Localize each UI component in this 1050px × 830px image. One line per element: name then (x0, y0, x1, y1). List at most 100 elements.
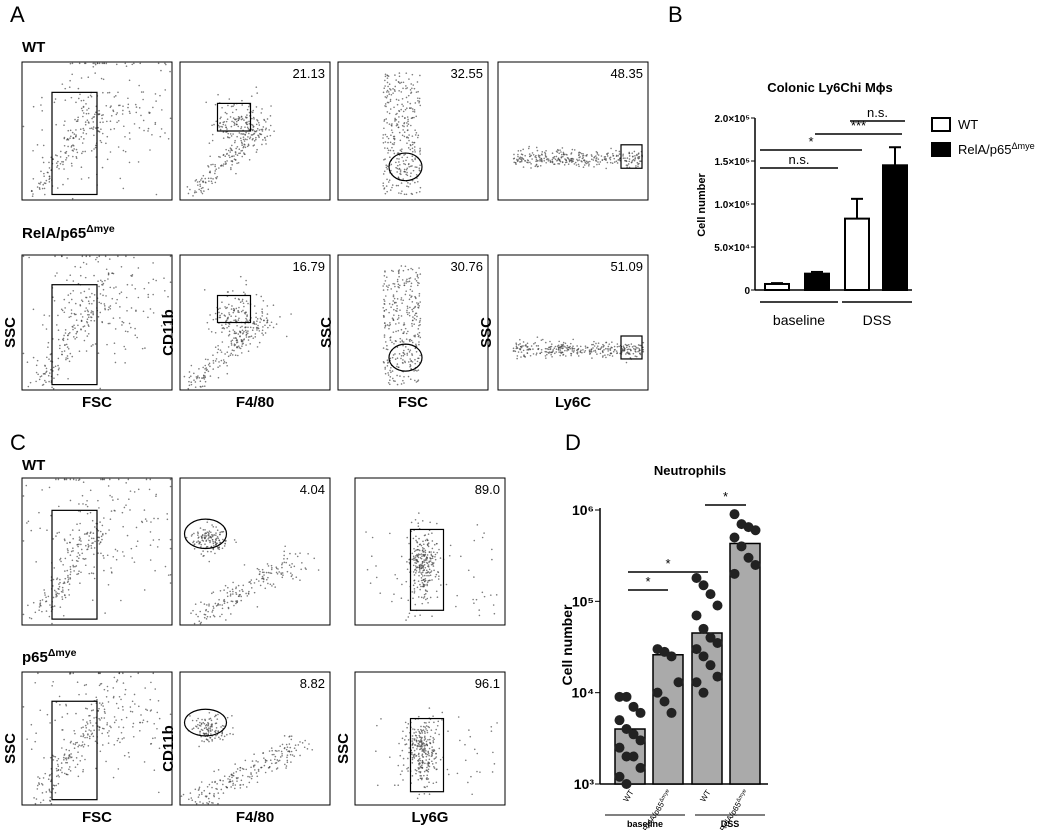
event-dot (294, 747, 296, 749)
data-point (615, 715, 625, 725)
event-dot (63, 759, 65, 761)
group-label: DSS (863, 312, 892, 328)
event-dot (136, 527, 138, 529)
event-dot (245, 326, 247, 328)
data-point (622, 692, 632, 702)
event-dot (199, 786, 201, 788)
event-dot (114, 353, 116, 355)
event-dot (112, 556, 114, 558)
event-dot (83, 106, 85, 108)
event-dot (117, 550, 119, 552)
gate-value: 51.09 (610, 259, 643, 274)
event-dot (408, 723, 410, 725)
event-dot (49, 372, 51, 374)
event-dot (513, 162, 515, 164)
event-dot (416, 748, 418, 750)
event-dot (290, 761, 292, 763)
event-dot (386, 285, 388, 287)
event-dot (438, 748, 440, 750)
event-dot (265, 129, 267, 131)
event-dot (556, 156, 558, 158)
event-dot (170, 548, 172, 550)
event-dot (415, 557, 417, 559)
event-dot (431, 570, 433, 572)
event-dot (580, 351, 582, 353)
event-dot (111, 510, 113, 512)
event-dot (393, 314, 395, 316)
event-dot (396, 185, 398, 187)
event-dot (403, 333, 405, 335)
event-dot (79, 760, 81, 762)
event-dot (476, 599, 478, 601)
event-dot (407, 157, 409, 159)
event-dot (612, 153, 614, 155)
event-dot (396, 99, 398, 101)
data-point (692, 610, 702, 620)
event-dot (560, 151, 562, 153)
event-dot (89, 303, 91, 305)
event-dot (257, 781, 259, 783)
event-dot (598, 163, 600, 165)
event-dot (113, 777, 115, 779)
event-dot (527, 342, 529, 344)
event-dot (591, 357, 593, 359)
event-dot (72, 198, 74, 200)
event-dot (423, 569, 425, 571)
event-dot (616, 161, 618, 163)
event-dot (385, 103, 387, 105)
event-dot (229, 781, 231, 783)
event-dot (143, 120, 145, 122)
data-point (699, 624, 709, 634)
event-dot (297, 556, 299, 558)
event-dot (403, 322, 405, 324)
event-dot (417, 97, 419, 99)
event-dot (259, 129, 261, 131)
event-dot (238, 345, 240, 347)
event-dot (390, 89, 392, 91)
event-dot (403, 764, 405, 766)
event-dot (251, 775, 253, 777)
event-dot (110, 567, 112, 569)
event-dot (455, 606, 457, 608)
event-dot (109, 495, 111, 497)
event-dot (425, 572, 427, 574)
event-dot (261, 332, 263, 334)
event-dot (87, 324, 89, 326)
event-dot (288, 736, 290, 738)
event-dot (405, 164, 407, 166)
event-dot (71, 163, 73, 165)
event-dot (432, 737, 434, 739)
event-dot (255, 312, 257, 314)
event-dot (558, 344, 560, 346)
event-dot (269, 325, 271, 327)
event-dot (41, 97, 43, 99)
event-dot (541, 161, 543, 163)
event-dot (201, 191, 203, 193)
event-dot (263, 574, 265, 576)
event-dot (250, 136, 252, 138)
event-dot (384, 271, 386, 273)
event-dot (48, 381, 50, 383)
event-dot (144, 509, 146, 511)
event-dot (59, 582, 61, 584)
event-dot (250, 773, 252, 775)
event-dot (251, 95, 253, 97)
event-dot (404, 353, 406, 355)
event-dot (549, 349, 551, 351)
event-dot (35, 732, 37, 734)
event-dot (240, 276, 242, 278)
event-dot (74, 338, 76, 340)
event-dot (238, 119, 240, 121)
event-dot (197, 377, 199, 379)
event-dot (99, 113, 101, 115)
event-dot (33, 602, 35, 604)
event-dot (102, 525, 104, 527)
event-dot (639, 352, 641, 354)
event-dot (72, 673, 74, 675)
event-dot (205, 381, 207, 383)
event-dot (76, 337, 78, 339)
event-dot (271, 569, 273, 571)
event-dot (404, 122, 406, 124)
event-dot (639, 156, 641, 158)
event-dot (517, 156, 519, 158)
